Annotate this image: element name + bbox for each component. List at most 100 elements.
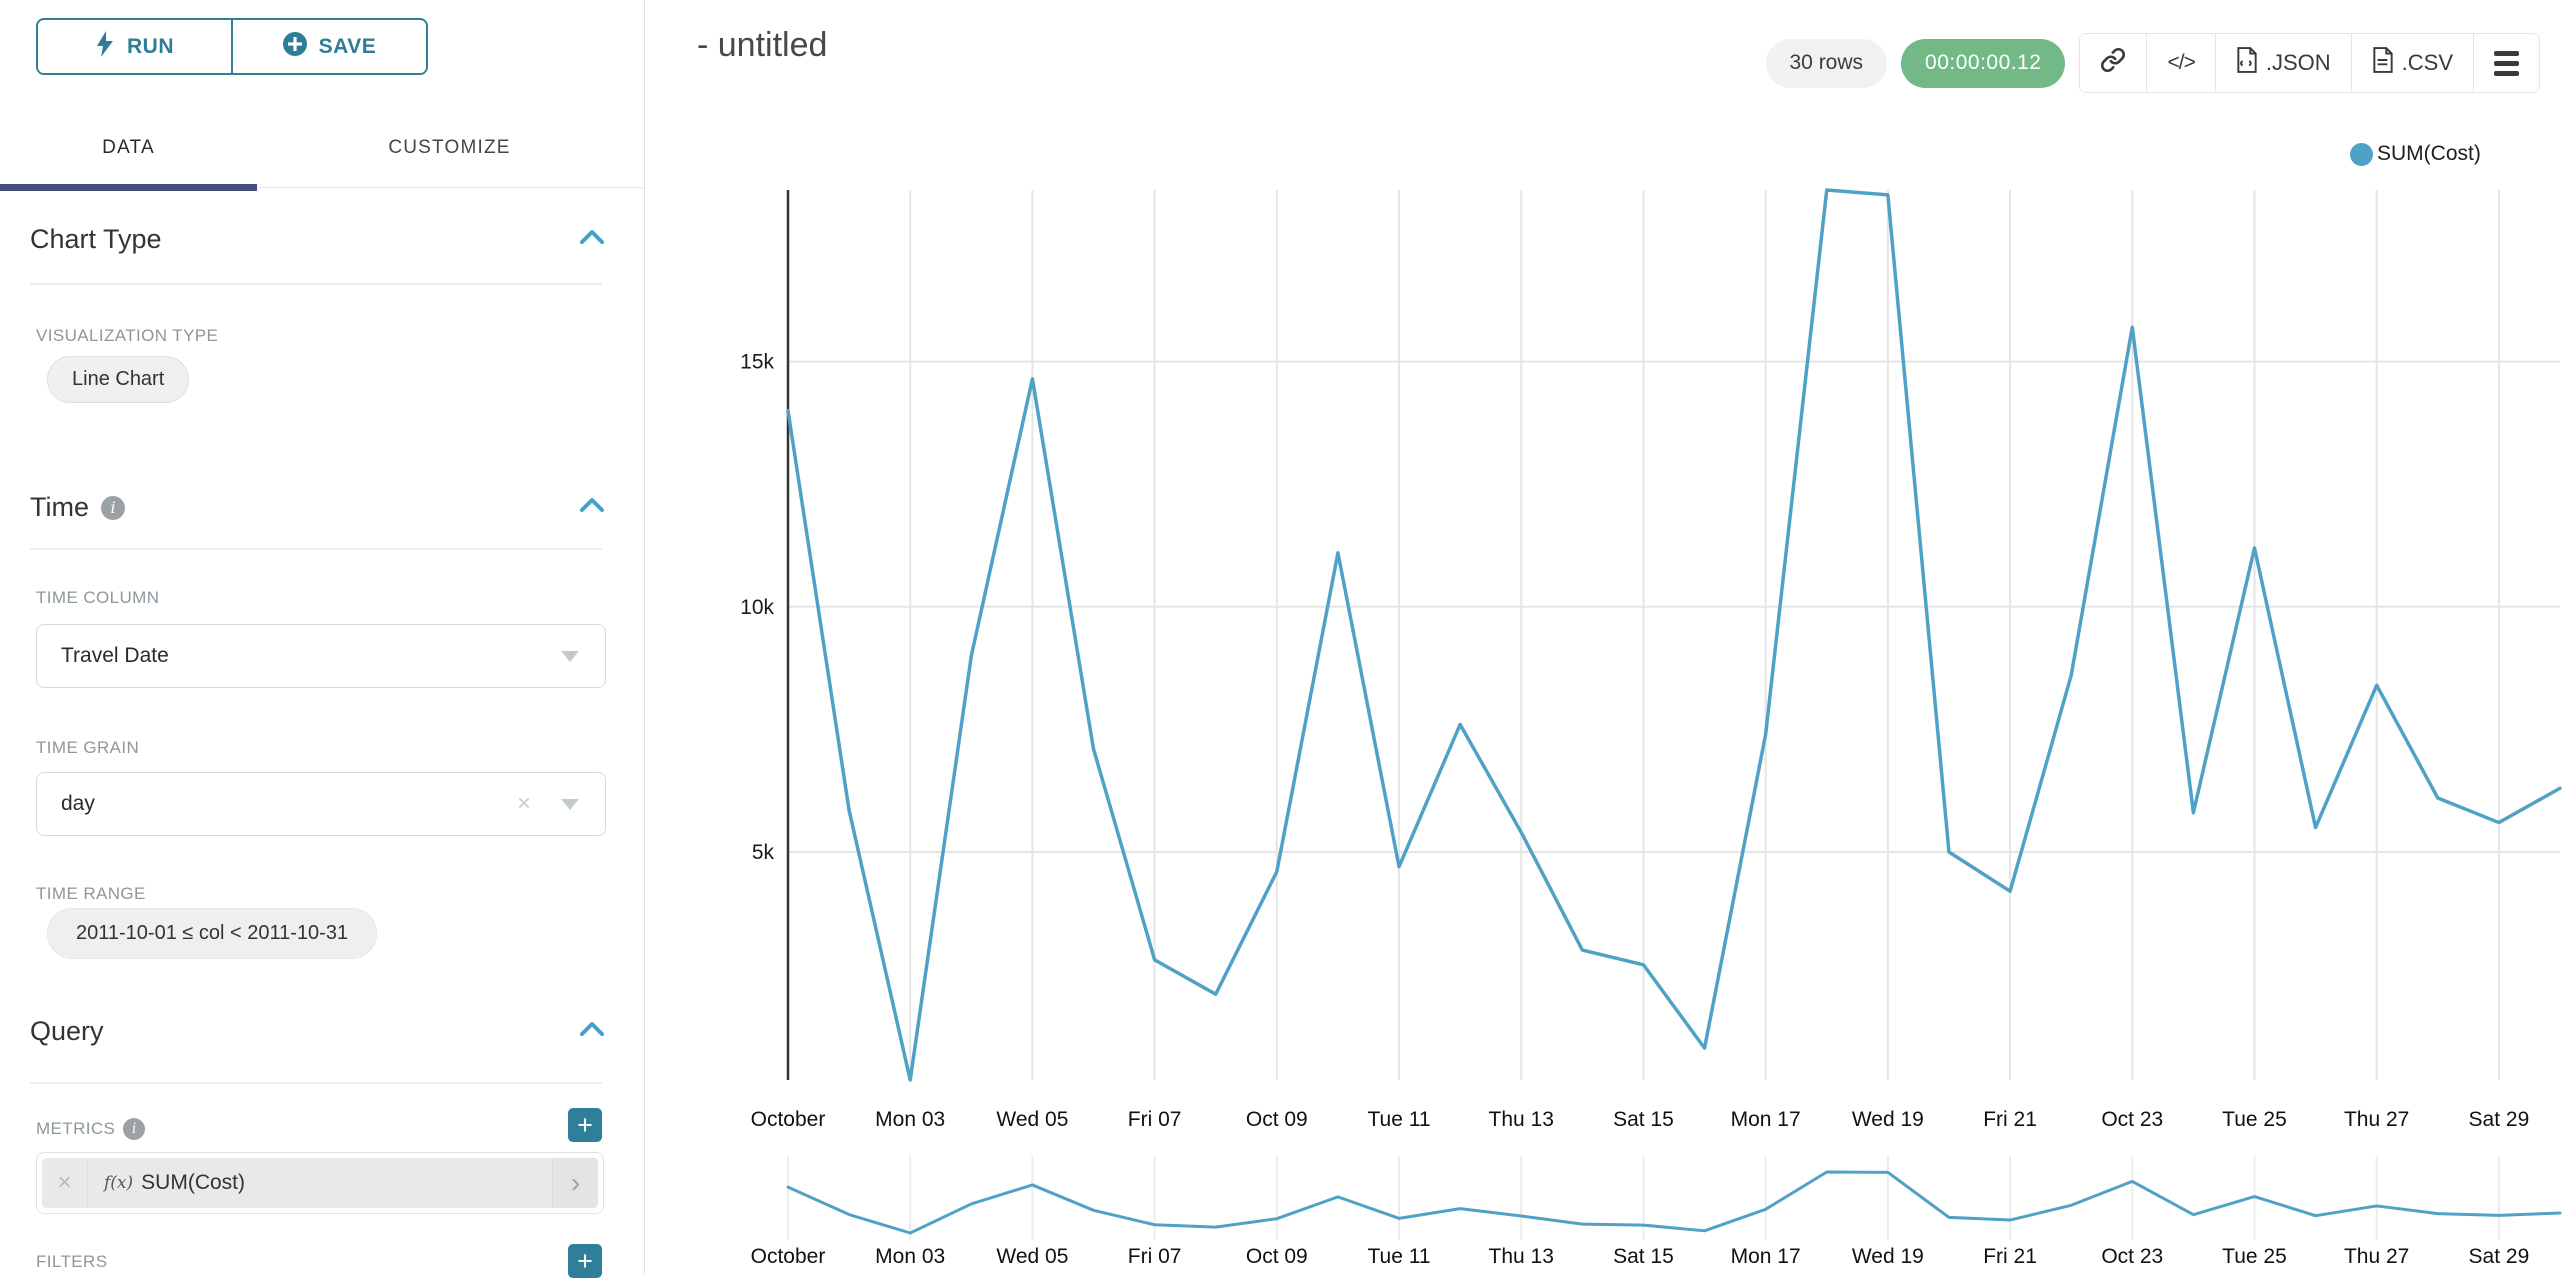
- time-grain-value: day: [61, 792, 95, 815]
- svg-text:15k: 15k: [740, 351, 774, 374]
- run-button-label: RUN: [127, 34, 174, 58]
- time-column-select[interactable]: Travel Date: [36, 624, 606, 688]
- time-column-label: TIME COLUMN: [36, 588, 160, 607]
- svg-text:Sat 15: Sat 15: [1613, 1108, 1674, 1131]
- chevron-up-icon[interactable]: [580, 230, 604, 249]
- viz-type-pill[interactable]: Line Chart: [47, 356, 190, 403]
- svg-text:Thu 27: Thu 27: [2344, 1108, 2409, 1131]
- chart-menu-button[interactable]: [2473, 34, 2539, 92]
- svg-text:Tue 25: Tue 25: [2222, 1245, 2287, 1268]
- time-grain-select[interactable]: day ×: [36, 772, 606, 836]
- link-icon: [2100, 47, 2126, 79]
- divider: [30, 283, 602, 285]
- tab-data[interactable]: DATA: [0, 108, 257, 191]
- code-icon: </>: [2167, 51, 2195, 74]
- legend-label: SUM(Cost): [2377, 142, 2481, 165]
- svg-text:Wed 05: Wed 05: [996, 1108, 1068, 1131]
- svg-text:5k: 5k: [752, 841, 775, 864]
- svg-text:Tue 25: Tue 25: [2222, 1108, 2287, 1131]
- svg-text:Mon 17: Mon 17: [1731, 1245, 1801, 1268]
- view-query-button[interactable]: </>: [2146, 34, 2215, 92]
- filters-label: FILTERS: [36, 1252, 108, 1271]
- time-range-value: 2011-10-01 ≤ col < 2011-10-31: [76, 922, 349, 944]
- export-toolbar: </> .JSON .CSV: [2079, 33, 2540, 93]
- divider: [30, 1082, 602, 1084]
- svg-text:Tue 11: Tue 11: [1368, 1108, 1431, 1131]
- clear-icon[interactable]: ×: [516, 790, 531, 817]
- metric-name: SUM(Cost): [141, 1171, 245, 1194]
- svg-text:Wed 19: Wed 19: [1852, 1108, 1924, 1131]
- menu-icon: [2494, 50, 2519, 76]
- time-grain-label: TIME GRAIN: [36, 738, 140, 757]
- metrics-label-text: METRICS: [36, 1119, 116, 1138]
- info-icon[interactable]: i: [101, 495, 125, 520]
- chevron-up-icon[interactable]: [580, 498, 604, 517]
- chevron-up-icon[interactable]: [580, 1022, 604, 1041]
- metric-item[interactable]: × f(x) SUM(Cost) ›: [42, 1158, 598, 1208]
- svg-text:Sat 29: Sat 29: [2469, 1108, 2530, 1131]
- metric-label: f(x) SUM(Cost): [88, 1158, 552, 1208]
- svg-text:Tue 11: Tue 11: [1368, 1245, 1431, 1268]
- file-json-icon: [2236, 47, 2258, 79]
- metrics-box: × f(x) SUM(Cost) ›: [36, 1152, 604, 1214]
- svg-text:Fri 07: Fri 07: [1128, 1108, 1182, 1131]
- export-csv-label: .CSV: [2401, 50, 2453, 75]
- row-count-badge: 30 rows: [1765, 38, 1888, 88]
- file-csv-icon: [2372, 47, 2394, 79]
- tab-data-label: DATA: [102, 136, 155, 158]
- chevron-right-icon[interactable]: ›: [552, 1158, 598, 1208]
- time-range-label: TIME RANGE: [36, 884, 146, 903]
- remove-metric-icon[interactable]: ×: [42, 1158, 88, 1208]
- svg-text:Thu 13: Thu 13: [1489, 1108, 1554, 1131]
- tab-customize-label: CUSTOMIZE: [388, 136, 511, 158]
- function-icon: f(x): [104, 1173, 134, 1193]
- share-link-button[interactable]: [2080, 34, 2147, 92]
- legend-item[interactable]: SUM(Cost): [2350, 142, 2481, 166]
- control-panel: RUN SAVE DATA CUSTOMIZE Chart Type VISUA…: [0, 0, 645, 1278]
- add-filter-button[interactable]: +: [568, 1244, 602, 1278]
- save-button-label: SAVE: [318, 34, 377, 58]
- run-button[interactable]: RUN: [38, 20, 231, 73]
- section-chart-type-header: Chart Type: [30, 224, 604, 255]
- time-column-value: Travel Date: [61, 644, 169, 667]
- section-time-header: Time i: [30, 492, 604, 523]
- svg-text:October: October: [751, 1108, 826, 1131]
- run-save-button-group: RUN SAVE: [36, 18, 428, 75]
- export-csv-button[interactable]: .CSV: [2350, 34, 2473, 92]
- lightning-icon: [95, 30, 115, 63]
- save-button[interactable]: SAVE: [231, 20, 426, 73]
- caret-down-icon: [561, 650, 579, 662]
- plus-circle-icon: [282, 31, 307, 62]
- metrics-label: METRICS i: [36, 1118, 146, 1140]
- add-metric-button[interactable]: +: [568, 1108, 602, 1142]
- section-title: Chart Type: [30, 224, 162, 254]
- legend-dot: [2350, 142, 2373, 166]
- info-icon[interactable]: i: [123, 1118, 146, 1140]
- svg-text:Thu 13: Thu 13: [1489, 1245, 1554, 1268]
- viz-type-label: VISUALIZATION TYPE: [36, 326, 219, 345]
- svg-text:Mon 17: Mon 17: [1731, 1108, 1801, 1131]
- section-title: Query: [30, 1016, 104, 1046]
- svg-text:Fri 21: Fri 21: [1983, 1108, 2037, 1131]
- chart-title[interactable]: - untitled: [697, 26, 828, 64]
- svg-text:Thu 27: Thu 27: [2344, 1245, 2409, 1268]
- svg-text:Wed 19: Wed 19: [1852, 1245, 1924, 1268]
- svg-text:Oct 23: Oct 23: [2101, 1245, 2163, 1268]
- svg-text:Sat 29: Sat 29: [2469, 1245, 2530, 1268]
- svg-text:Oct 23: Oct 23: [2101, 1108, 2163, 1131]
- time-range-pill[interactable]: 2011-10-01 ≤ col < 2011-10-31: [47, 908, 378, 959]
- section-title: Time: [30, 492, 89, 522]
- query-duration-badge: 00:00:00.12: [1901, 38, 2066, 88]
- export-json-button[interactable]: .JSON: [2214, 34, 2351, 92]
- panel-tabs: DATA CUSTOMIZE: [0, 108, 645, 191]
- svg-text:Wed 05: Wed 05: [996, 1245, 1068, 1268]
- svg-text:Sat 15: Sat 15: [1613, 1245, 1674, 1268]
- divider: [30, 548, 602, 550]
- caret-down-icon: [561, 798, 579, 810]
- tab-customize[interactable]: CUSTOMIZE: [257, 108, 642, 187]
- svg-text:October: October: [751, 1245, 826, 1268]
- svg-text:Mon 03: Mon 03: [875, 1245, 945, 1268]
- section-query-header: Query: [30, 1016, 604, 1047]
- chart-svg[interactable]: 5k 10k 15k October October Mon 03 Mon 03 Wed 05…: [645, 0, 2576, 1274]
- svg-text:Oct 09: Oct 09: [1246, 1245, 1308, 1268]
